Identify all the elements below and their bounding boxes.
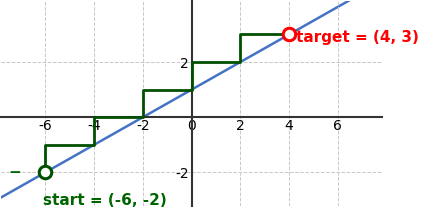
Text: start = (-6, -2): start = (-6, -2) bbox=[43, 193, 166, 208]
Text: −: − bbox=[9, 165, 22, 180]
Text: target = (4, 3): target = (4, 3) bbox=[296, 30, 418, 45]
